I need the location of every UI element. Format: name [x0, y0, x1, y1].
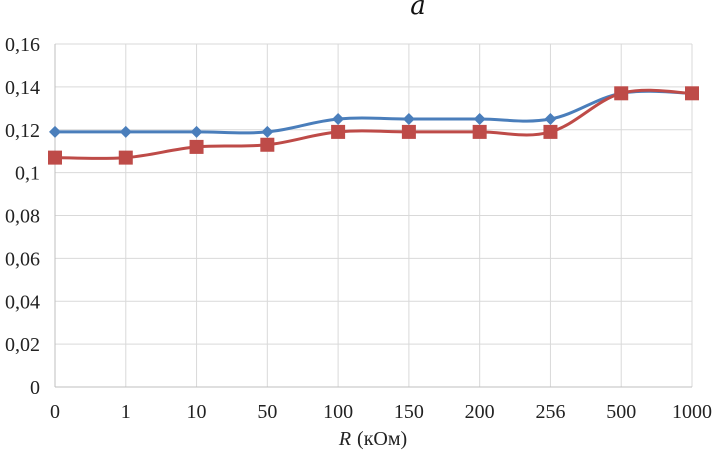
- series-1-point: [49, 125, 61, 138]
- x-tick-label: 1: [121, 401, 131, 423]
- series-group: [48, 86, 699, 165]
- series-2-point: [543, 124, 558, 139]
- series-2-point: [685, 86, 699, 101]
- y-tick-label: 0,04: [5, 291, 40, 313]
- series-2-point: [331, 124, 346, 139]
- x-tick-label: 150: [394, 401, 424, 423]
- series-1-point: [402, 113, 415, 126]
- panel-label: a: [410, 0, 426, 21]
- x-tick-label: 1000: [672, 401, 712, 423]
- y-tick-label: 0,12: [5, 120, 40, 142]
- x-tick-label: 200: [465, 401, 495, 423]
- grid: [55, 43, 693, 387]
- series-1-line: [55, 89, 693, 135]
- x-tick-label: 0: [50, 401, 60, 423]
- series-2-point: [260, 137, 275, 152]
- series-2-point: [189, 139, 204, 154]
- series-1-point: [332, 113, 345, 126]
- series-2-point: [472, 124, 487, 139]
- x-tick-label: 256: [535, 401, 565, 423]
- series-2-line: [54, 88, 693, 160]
- x-axis-unit: (кОм): [357, 428, 407, 450]
- y-tick-label: 0,14: [5, 77, 40, 99]
- series-1-point: [544, 113, 557, 126]
- y-tick-label: 0,16: [5, 34, 40, 56]
- series-2-point: [401, 124, 416, 139]
- series-1-point: [261, 125, 274, 138]
- y-tick-label: 0,02: [5, 334, 40, 356]
- series-2: [48, 86, 699, 165]
- x-axis-variable: R: [338, 428, 351, 450]
- x-tick-label: 500: [606, 401, 636, 423]
- x-tick-label: 100: [323, 401, 353, 423]
- series-1-point: [473, 113, 486, 126]
- x-tick-label: 50: [257, 401, 277, 423]
- x-tick-labels: 0 1 10 50 100 150 200 256 500 1000: [50, 401, 712, 423]
- y-tick-label: 0,08: [5, 206, 40, 228]
- series-1-point: [119, 125, 132, 138]
- series-2-point: [118, 150, 133, 165]
- x-axis-title: R (кОм): [338, 428, 407, 450]
- series-2-point: [614, 86, 629, 101]
- series-2-point: [48, 150, 62, 165]
- y-tick-label: 0,1: [15, 163, 40, 185]
- series-1-point: [190, 125, 203, 138]
- x-tick-label: 10: [187, 401, 207, 423]
- y-tick-labels: 0 0,02 0,04 0,06 0,08 0,1 0,12 0,14 0,16: [5, 34, 40, 399]
- y-tick-label: 0: [30, 377, 40, 399]
- axes: [54, 44, 692, 388]
- y-tick-label: 0,06: [5, 248, 40, 270]
- series-1: [49, 87, 698, 138]
